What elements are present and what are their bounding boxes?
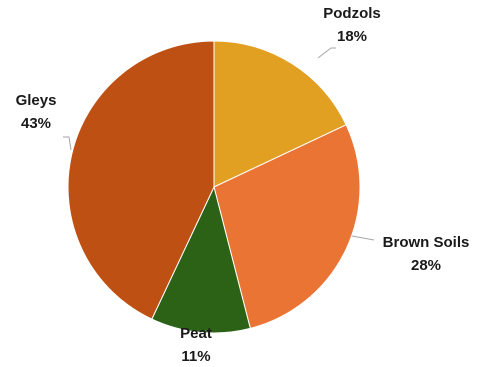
label-peat-percent: 11% [181, 348, 210, 365]
leader-lines [63, 47, 375, 334]
pie-slices [67, 40, 361, 334]
slice-brown-soils [213, 124, 361, 330]
label-gleys-percent: 43% [21, 115, 51, 132]
label-podzols-name: Podzols [323, 5, 381, 22]
label-brown-soils-name: Brown Soils [383, 234, 470, 251]
label-peat-name: Peat [180, 325, 212, 342]
slice-labels: Podzols 18% Brown Soils 28% Peat 11% Gleys 43% [16, 5, 470, 365]
slice-podzols [213, 40, 347, 188]
leader-line-brown-soils [351, 235, 375, 241]
leader-line-gleys [63, 136, 72, 151]
slice-peat [151, 185, 251, 334]
label-podzols-percent: 18% [337, 28, 367, 45]
leader-line-podzols [317, 47, 336, 59]
slice-gleys [67, 40, 215, 320]
label-brown-soils-percent: 28% [411, 257, 441, 274]
label-gleys-name: Gleys [16, 92, 57, 109]
